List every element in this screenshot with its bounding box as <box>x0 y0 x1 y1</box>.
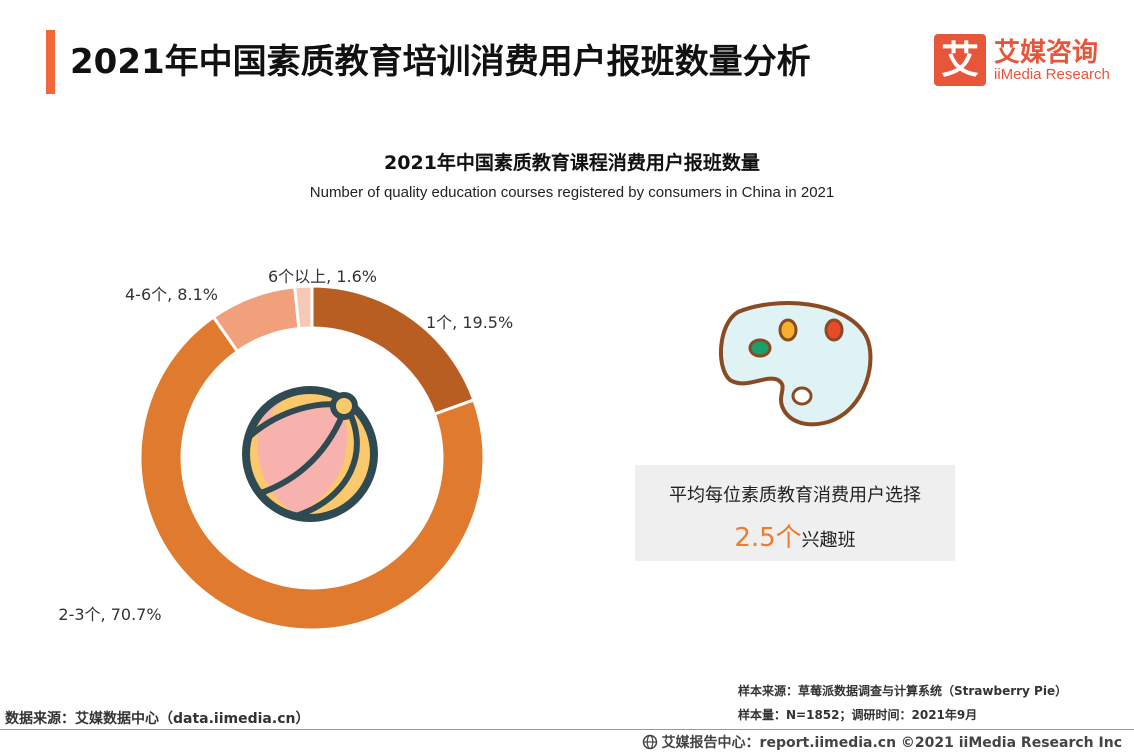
sample-size: 样本量：N=1852；调研时间：2021年9月 <box>738 708 978 722</box>
footer-report: 艾媒报告中心：report.iimedia.cn ©2021 iiMedia R… <box>642 732 1122 752</box>
logo-mark: 艾 <box>934 34 986 86</box>
title-accent-bar <box>46 30 55 94</box>
logo-text-en: iiMedia Research <box>994 66 1110 83</box>
average-course-value: 2.5个 <box>734 523 802 553</box>
average-course-box: 平均每位素质教育消费用户选择 2.5个兴趣班 <box>635 465 955 561</box>
globe-icon <box>642 734 657 750</box>
chart-title: 2021年中国素质教育课程消费用户报班数量 <box>384 152 760 174</box>
slice-label-3: 4-6个, 8.1% <box>125 285 218 304</box>
paint-palette-icon <box>719 301 873 427</box>
data-source: 数据来源：艾媒数据中心（data.iimedia.cn） <box>5 711 310 727</box>
slice-label-2: 2-3个, 70.7% <box>58 605 161 624</box>
sample-source: 样本来源：草莓派数据调查与计算系统（Strawberry Pie） <box>738 684 1068 698</box>
brand-logo: 艾 艾媒咨询 iiMedia Research <box>934 32 1114 92</box>
logo-text-cn: 艾媒咨询 <box>994 38 1099 68</box>
footer-report-text: 艾媒报告中心：report.iimedia.cn ©2021 iiMedia R… <box>661 735 1122 751</box>
average-course-value-line: 2.5个兴趣班 <box>635 517 955 554</box>
page-title: 2021年中国素质教育培训消费用户报班数量分析 <box>70 42 811 82</box>
average-course-suffix: 兴趣班 <box>801 530 856 551</box>
donut-chart: 1个, 19.5% 2-3个, 70.7% 4-6个, 8.1% 6个以上, 1.6% <box>58 267 513 632</box>
average-course-text: 平均每位素质教育消费用户选择 <box>669 485 921 506</box>
chart-subtitle: Number of quality education courses regi… <box>309 184 835 201</box>
footer-divider <box>0 729 1134 730</box>
beach-ball-icon <box>242 386 378 522</box>
donut-slice-4 <box>293 284 314 331</box>
donut-slice-2 <box>138 314 486 632</box>
slice-label-4: 6个以上, 1.6% <box>268 267 377 286</box>
slice-label-1: 1个, 19.5% <box>426 313 513 332</box>
